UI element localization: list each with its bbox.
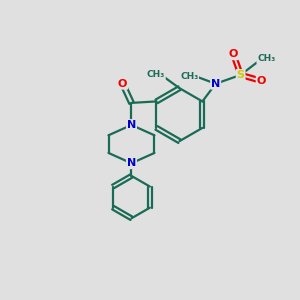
- Text: O: O: [256, 76, 266, 86]
- Text: CH₃: CH₃: [180, 72, 198, 81]
- Text: O: O: [118, 79, 127, 89]
- Text: CH₃: CH₃: [257, 54, 275, 63]
- Text: S: S: [237, 70, 245, 80]
- Text: O: O: [229, 49, 238, 59]
- Text: N: N: [127, 120, 136, 130]
- Text: N: N: [211, 79, 220, 89]
- Text: CH₃: CH₃: [147, 70, 165, 80]
- Text: N: N: [127, 158, 136, 168]
